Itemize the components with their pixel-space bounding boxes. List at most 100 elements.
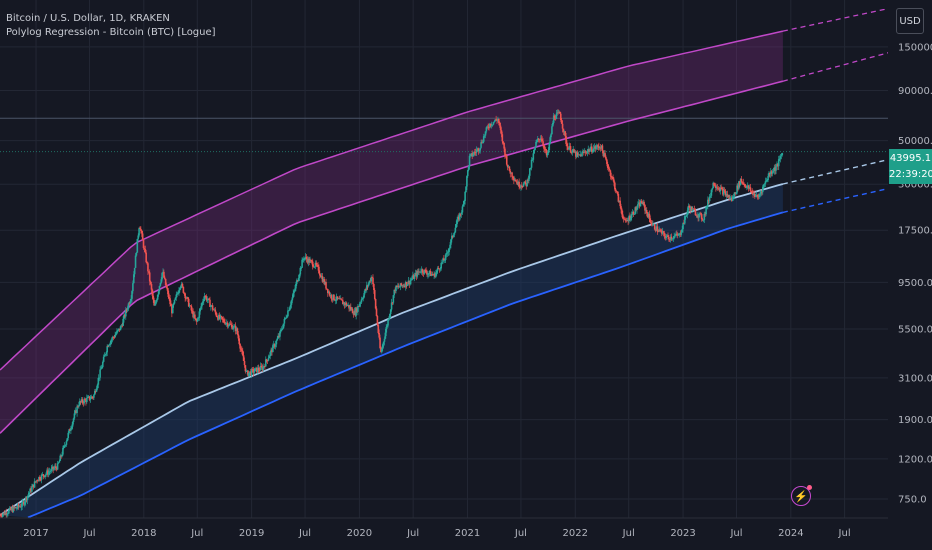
candle — [394, 287, 396, 294]
candle — [601, 143, 604, 154]
candle — [405, 281, 408, 289]
x-tick-label: 2023 — [670, 528, 695, 539]
candle — [511, 171, 513, 180]
candle — [572, 145, 574, 153]
candle — [229, 320, 232, 325]
candle — [41, 471, 44, 476]
candle — [347, 302, 349, 307]
candle — [574, 149, 576, 153]
candle — [664, 233, 667, 241]
candle — [280, 326, 283, 332]
candle — [227, 324, 230, 329]
candle — [520, 184, 522, 191]
lightning-icon[interactable]: ⚡ — [791, 485, 812, 506]
candle — [408, 280, 411, 288]
candle — [190, 304, 193, 314]
candle — [66, 437, 69, 442]
candle — [432, 273, 435, 276]
candle — [345, 301, 348, 307]
candle — [251, 367, 254, 373]
candle — [536, 135, 539, 143]
candle — [311, 258, 314, 270]
candle — [336, 296, 339, 301]
candle — [84, 397, 86, 401]
candle — [766, 178, 769, 183]
candle — [518, 178, 520, 190]
symbol-title[interactable]: Bitcoin / U.S. Dollar, 1D, KRAKEN — [6, 13, 170, 24]
candle — [24, 496, 27, 506]
candle — [106, 344, 108, 357]
candle — [461, 204, 464, 215]
time-axis[interactable]: 2017 Jul 2018 Jul 2019 Jul 2020 Jul 2021 Jul 2022 J… — [0, 517, 888, 550]
candle — [668, 234, 670, 242]
candle — [29, 487, 31, 493]
candle — [719, 184, 722, 195]
candle — [632, 210, 635, 217]
candle — [507, 165, 510, 169]
candle — [145, 250, 147, 264]
candle — [570, 151, 573, 155]
candle — [22, 499, 24, 505]
candle — [413, 272, 416, 282]
candle — [42, 473, 45, 480]
candle — [777, 162, 779, 171]
candle — [547, 147, 550, 156]
candle — [33, 478, 36, 489]
currency-button[interactable]: USD — [896, 8, 924, 34]
candle — [657, 229, 660, 233]
candle — [348, 305, 350, 312]
y-tick-label: 1200.0 — [898, 454, 932, 465]
candle — [253, 367, 256, 375]
candle — [591, 143, 593, 154]
candle — [420, 268, 422, 274]
candle — [385, 324, 388, 337]
candle — [277, 333, 279, 339]
lower-band-bottom-projection — [782, 187, 888, 214]
candle — [187, 296, 189, 303]
y-tick-label: 1900.0 — [898, 415, 932, 426]
x-tick-label: 2021 — [455, 528, 480, 539]
candle — [373, 283, 375, 294]
indicator-title[interactable]: Polylog Regression - Bitcoin (BTC) [Logu… — [6, 27, 216, 38]
candle — [108, 344, 110, 348]
candle — [297, 274, 300, 282]
bar-countdown: 22:39:20 — [889, 169, 932, 180]
candle — [249, 371, 251, 377]
candle — [53, 465, 55, 471]
candle — [421, 268, 424, 276]
candle — [480, 139, 482, 149]
candle — [384, 328, 387, 340]
candle — [247, 370, 249, 377]
candle — [131, 290, 133, 303]
candle — [769, 172, 771, 178]
candle — [318, 264, 320, 275]
candle — [616, 191, 619, 196]
candle — [54, 463, 56, 471]
candle — [230, 321, 233, 328]
candle — [339, 295, 341, 300]
candle — [435, 269, 438, 276]
candle — [457, 214, 459, 223]
candle — [340, 297, 342, 301]
last-price-value: 43995.1 — [889, 153, 932, 164]
candle — [678, 232, 681, 238]
candle — [399, 283, 402, 291]
candle — [241, 346, 243, 355]
candle — [199, 307, 202, 315]
candle — [612, 174, 614, 182]
candle — [241, 347, 244, 357]
candle — [672, 236, 675, 242]
candle — [115, 331, 117, 336]
candle — [452, 233, 455, 238]
price-axis[interactable]: 750.0 1200.0 1900.0 3100.0 5500.0 9500.0 17500… — [888, 0, 932, 550]
candle — [314, 260, 317, 270]
candle — [312, 264, 315, 268]
candle — [781, 152, 784, 157]
candle — [175, 291, 178, 301]
candle — [388, 316, 390, 321]
candle — [32, 484, 35, 490]
candle — [494, 119, 497, 122]
candle — [592, 144, 595, 153]
candle — [695, 213, 698, 218]
